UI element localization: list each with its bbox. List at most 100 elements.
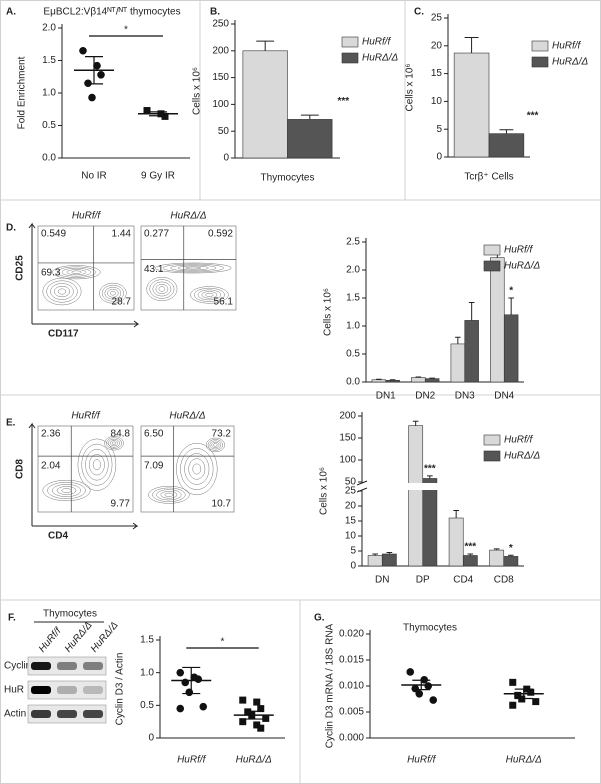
y-tick-label: 200 xyxy=(339,411,356,422)
contour xyxy=(180,448,214,490)
y-tick-label: 15 xyxy=(345,516,357,527)
contour xyxy=(61,267,92,277)
blot-title: Thymocytes xyxy=(43,609,97,620)
legend-label: HuRf/f xyxy=(504,435,534,446)
contour xyxy=(71,270,82,274)
plot-title: HuRΔ/Δ xyxy=(170,211,206,222)
data-point xyxy=(424,682,433,690)
chart-title: EμBCL2:Vβ14ᴺᵀ/ᴺᵀ thymocytes xyxy=(43,7,180,18)
x-tick-label: Tcrβ⁺ Cells xyxy=(464,172,513,183)
bar xyxy=(367,555,383,567)
y-tick-label: 50 xyxy=(345,477,357,488)
contour xyxy=(185,266,202,270)
y-tick-label: 150 xyxy=(339,433,356,444)
error-bar xyxy=(182,666,201,695)
data-point xyxy=(257,724,265,732)
panel-label: B. xyxy=(210,7,220,18)
significance-label: * xyxy=(509,286,513,297)
error-bar xyxy=(256,40,275,51)
contour xyxy=(108,438,120,448)
y-tick-label: 0.010 xyxy=(339,681,364,692)
y-tick-label: 10 xyxy=(431,96,443,107)
error-bar xyxy=(85,56,103,85)
contour xyxy=(184,453,210,485)
bar xyxy=(450,343,466,383)
contour xyxy=(188,458,206,480)
bar xyxy=(464,320,479,383)
significance-label: * xyxy=(509,543,513,554)
bar xyxy=(422,478,438,567)
axis-break xyxy=(356,483,526,490)
plot-box xyxy=(140,225,237,311)
plot-title: HuRf/f xyxy=(72,211,102,222)
plot-title: HuRΔ/Δ xyxy=(169,411,205,422)
quadrant-value: 1.44 xyxy=(112,229,132,240)
significance-label: * xyxy=(124,25,128,36)
data-point xyxy=(527,688,535,696)
data-point xyxy=(161,112,169,120)
axis-arrow xyxy=(32,522,139,530)
y-tick-label: 0.015 xyxy=(339,655,364,666)
y-axis-label: Cells x 10⁶ xyxy=(405,63,416,111)
data-point xyxy=(185,688,194,697)
y-tick-label: 0 xyxy=(350,561,356,572)
plot-box xyxy=(140,425,235,513)
y-tick-label: 10 xyxy=(345,531,357,542)
y-tick-label: 250 xyxy=(212,19,229,30)
quadrant-value: 73.2 xyxy=(212,429,232,440)
contour xyxy=(111,441,117,445)
quadrant-value: 7.09 xyxy=(144,461,164,472)
contour xyxy=(54,285,70,298)
y-axis-label: Cyclin D3 mRNA / 18S RNA xyxy=(325,623,336,748)
data-point xyxy=(411,684,420,693)
axis-break-mark xyxy=(356,480,368,493)
contour xyxy=(197,289,222,301)
legend-label: HuRΔ/Δ xyxy=(504,261,540,272)
y-tick-label: 0 xyxy=(148,733,154,744)
data-point xyxy=(514,691,522,699)
quadrant-value: 0.549 xyxy=(41,229,66,240)
data-point xyxy=(429,696,438,704)
data-point xyxy=(194,675,203,683)
x-tick-label: No IR xyxy=(81,171,107,182)
y-tick-label: 20 xyxy=(431,40,443,51)
blot-strip xyxy=(27,680,107,700)
data-point xyxy=(93,61,101,70)
lane-label: HuRΔ/Δ xyxy=(89,620,121,655)
bar xyxy=(503,314,519,383)
error-bar xyxy=(412,420,419,426)
x-tick-label: Thymocytes xyxy=(261,173,315,184)
y-tick-label: 150 xyxy=(212,72,229,83)
panel-label: G. xyxy=(314,613,325,624)
x-tick-label: DN4 xyxy=(494,391,514,402)
y-tick-label: 0.005 xyxy=(339,707,364,718)
contour xyxy=(42,479,91,502)
quadrant-value: 9.77 xyxy=(111,499,131,510)
y-tick-label: 2.0 xyxy=(346,265,360,276)
significance-label: *** xyxy=(527,110,539,121)
data-point xyxy=(244,708,252,716)
legend-swatch xyxy=(531,40,549,52)
y-axis-label: Cells x 10⁶ xyxy=(319,467,330,515)
bar xyxy=(381,553,397,567)
y-axis-label: Cells x 10⁶ xyxy=(192,67,203,115)
legend-label: HuRΔ/Δ xyxy=(362,53,398,64)
bar xyxy=(242,50,288,159)
significance-label: * xyxy=(221,637,225,648)
panel-label: C. xyxy=(414,7,424,18)
contour xyxy=(148,485,190,504)
row-label: Actin xyxy=(4,709,26,720)
y-tick-label: 1.5 xyxy=(140,635,154,646)
x-tick-label: DN xyxy=(375,575,389,586)
quadrant-value: 84.8 xyxy=(111,429,131,440)
legend-label: HuRf/f xyxy=(552,41,582,52)
contour xyxy=(149,279,175,299)
y-tick-label: 0.000 xyxy=(339,733,364,744)
y-tick-label: 5 xyxy=(436,124,442,135)
legend-label: HuRΔ/Δ xyxy=(504,451,540,462)
contour xyxy=(158,286,166,292)
y-tick-label: 25 xyxy=(431,13,443,24)
quadrant-value: 2.36 xyxy=(41,429,61,440)
contour xyxy=(155,284,169,294)
